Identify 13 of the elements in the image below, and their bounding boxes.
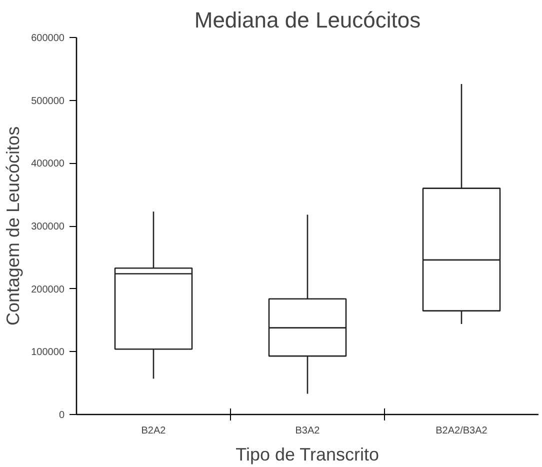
y-tick-label: 100000 (31, 347, 65, 358)
x-axis-title: Tipo de Transcrito (236, 444, 380, 464)
y-tick-label: 500000 (31, 96, 65, 107)
y-axis-title: Contagem de Leucócitos (3, 126, 24, 326)
x-tick-label: B2A2/B3A2 (436, 426, 488, 436)
chart-title: Mediana de Leucócitos (194, 8, 421, 32)
x-tick-label: B3A2 (295, 426, 320, 436)
x-tick-label: B2A2 (141, 426, 166, 436)
y-tick-label: 600000 (31, 33, 65, 44)
y-tick-label: 0 (58, 410, 65, 421)
y-tick-label: 300000 (31, 222, 65, 232)
y-tick-label: 200000 (31, 284, 65, 296)
y-tick-label: 400000 (31, 158, 65, 170)
